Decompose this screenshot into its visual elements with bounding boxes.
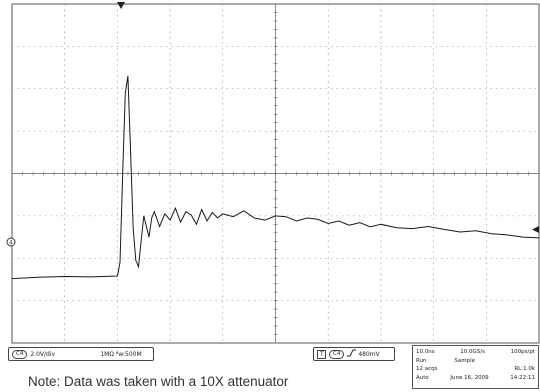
trigger-level-marker: [532, 226, 539, 233]
channel-badge: C4: [12, 349, 28, 359]
acquisition-panel[interactable]: 10.0ns 10.0GS/s 100ps/pt Run Sample 12 a…: [412, 345, 539, 389]
volts-per-div: 2.0V/div: [30, 350, 56, 358]
channel-readout[interactable]: C4 2.0V/div 1MΩ ᴮw:500M: [8, 347, 154, 361]
timebase: 10.0ns: [416, 349, 435, 355]
svg-text:4: 4: [9, 240, 13, 247]
resolution: 100ps/pt: [510, 349, 535, 355]
acquisition-count: 12 acqs: [416, 366, 438, 372]
acquisition-row-1: 10.0ns 10.0GS/s 100ps/pt: [416, 348, 535, 357]
record-length: RL:1.0k: [514, 366, 535, 372]
acquisition-row-4: Auto June 16, 2009 14:22:11: [416, 374, 535, 383]
trigger-position-marker: [117, 2, 125, 9]
waveform-trace: [11, 75, 540, 280]
impedance-bandwidth: 1MΩ ᴮw:500M: [100, 350, 142, 358]
acquisition-date: June 16, 2009: [450, 374, 489, 381]
ground-level-marker: 4: [6, 237, 16, 247]
trigger-icon: T: [317, 349, 326, 359]
run-state: Run: [416, 357, 427, 364]
graticule: [11, 3, 540, 344]
sample-rate: 10.0GS/s: [460, 349, 485, 355]
acquisition-row-3: 12 acqs RL:1.0k: [416, 365, 535, 374]
trigger-readout[interactable]: T C4 480mV: [313, 347, 395, 361]
acquisition-row-2: Run Sample: [416, 357, 535, 366]
acquisition-mode: Sample: [454, 357, 475, 364]
acquisition-time: 14:22:11: [510, 374, 535, 381]
rising-edge-icon: [347, 349, 357, 359]
oscilloscope-display: 4: [6, 2, 540, 344]
attenuator-note: Note: Data was taken with a 10X attenuat…: [28, 374, 289, 389]
trigger-mode: Auto: [416, 374, 429, 381]
trigger-channel-badge: C4: [329, 349, 345, 359]
trigger-level: 480mV: [358, 350, 380, 358]
